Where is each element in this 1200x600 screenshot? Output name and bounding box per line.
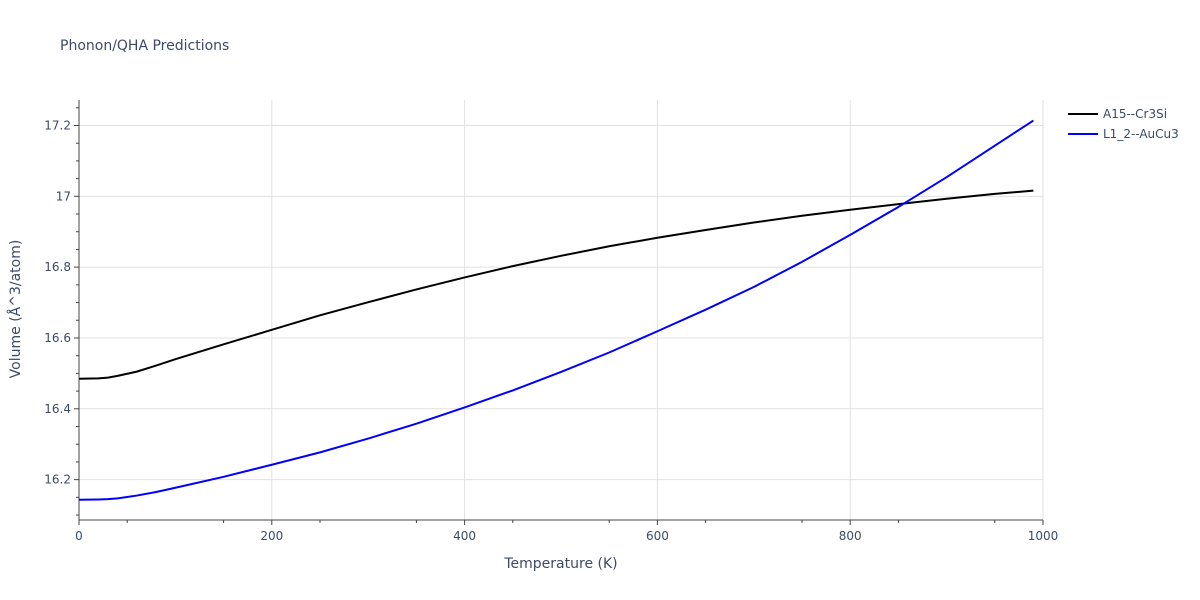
series-line-a15-cr3si bbox=[78, 189, 1034, 380]
y-axis-title: Volume (Å^3/atom) bbox=[7, 240, 24, 379]
x-tick-label: 0 bbox=[75, 529, 83, 543]
legend-item[interactable]: A15--Cr3Si bbox=[1068, 107, 1167, 121]
x-tick-label: 400 bbox=[453, 529, 476, 543]
grid bbox=[79, 100, 1044, 520]
x-tick-label: 1000 bbox=[1028, 529, 1059, 543]
legend-label: L1_2--AuCu3 bbox=[1103, 127, 1179, 141]
series-lines bbox=[78, 119, 1034, 501]
legend-item[interactable]: L1_2--AuCu3 bbox=[1068, 127, 1179, 141]
axes: 0 200 400 600 800 1000 16.2 16.4 16.6 16.8 17 17.2 bbox=[44, 100, 1058, 543]
y-tick-label: 17.2 bbox=[44, 118, 71, 132]
y-tick-label: 16.4 bbox=[44, 402, 71, 416]
x-tick-label: 800 bbox=[839, 529, 862, 543]
x-tick-label: 200 bbox=[260, 529, 283, 543]
x-tick-label: 600 bbox=[646, 529, 669, 543]
series-line-l1-2-aucu3 bbox=[78, 119, 1034, 501]
y-tick-label: 16.8 bbox=[44, 260, 71, 274]
y-tick-label: 16.2 bbox=[44, 473, 71, 487]
legend[interactable]: A15--Cr3Si L1_2--AuCu3 bbox=[1068, 107, 1179, 141]
legend-label: A15--Cr3Si bbox=[1103, 107, 1167, 121]
y-tick-label: 16.6 bbox=[44, 331, 71, 345]
x-axis-title: Temperature (K) bbox=[503, 556, 617, 572]
y-tick-label: 17 bbox=[56, 189, 71, 203]
chart-title: Phonon/QHA Predictions bbox=[60, 38, 229, 54]
